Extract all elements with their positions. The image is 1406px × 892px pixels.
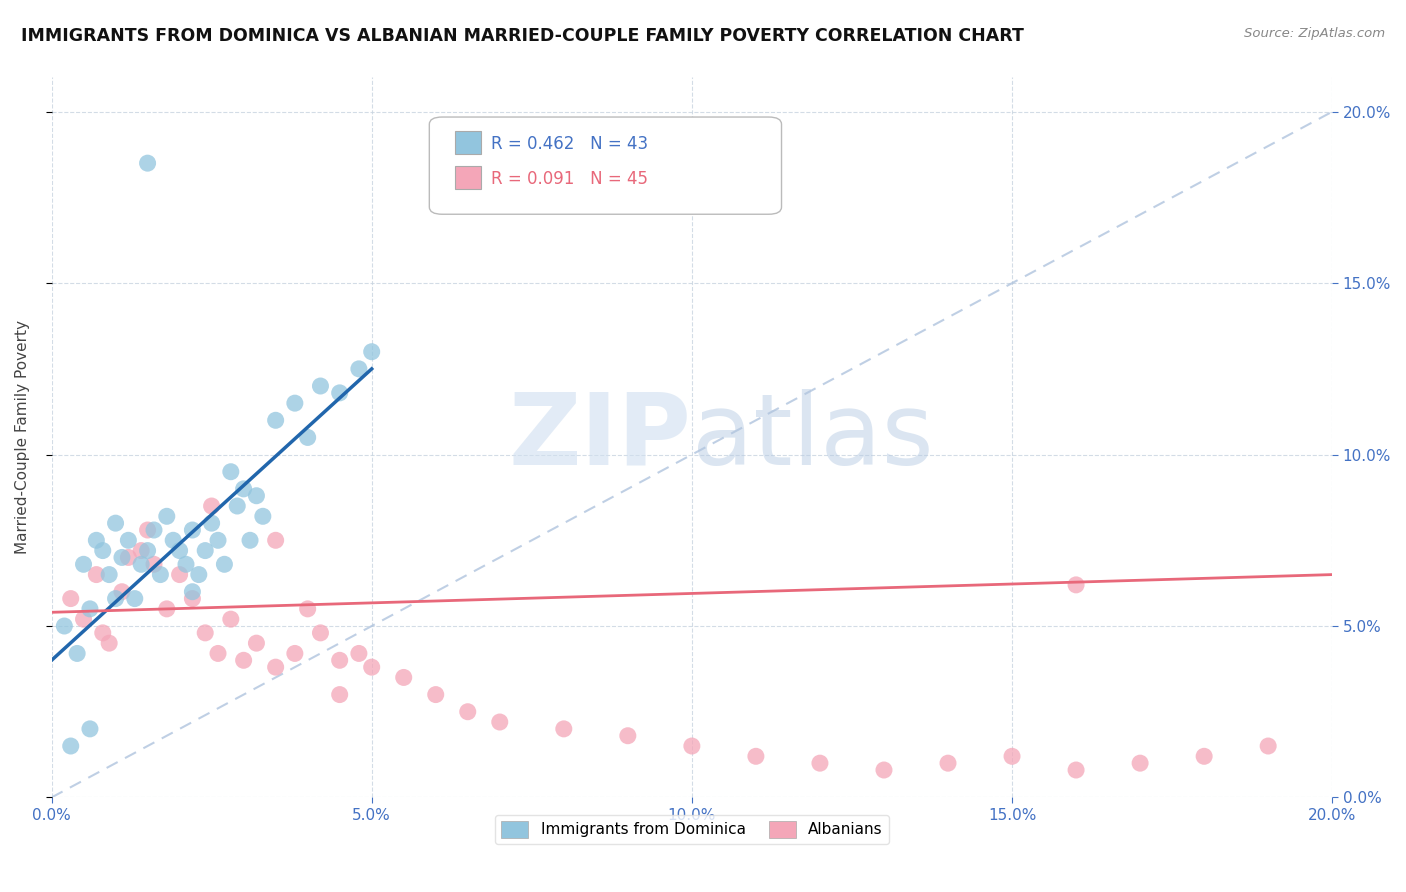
Point (98, 636, 121, 650)
Point (136, 543, 159, 558)
Point (239, 533, 262, 548)
Point (284, 647, 307, 661)
Point (72, 612, 94, 626)
Point (59, 739, 82, 753)
Bar (456, 166, 481, 189)
Point (111, 584, 134, 599)
Point (104, 516, 127, 530)
Point (91, 543, 114, 558)
Point (136, 156, 159, 170)
Point (181, 591, 204, 606)
Point (232, 482, 254, 496)
Point (1064, 578, 1087, 592)
Point (245, 636, 267, 650)
Point (117, 533, 139, 548)
Point (91, 625, 114, 640)
Point (66, 647, 89, 661)
Point (284, 396, 307, 410)
Point (347, 647, 370, 661)
Point (1064, 763, 1087, 777)
Point (392, 670, 415, 684)
Point (329, 653, 352, 667)
Point (207, 647, 229, 661)
Point (201, 499, 224, 513)
Text: R = 0.462   N = 43: R = 0.462 N = 43 (491, 136, 648, 153)
Y-axis label: Married-Couple Family Poverty: Married-Couple Family Poverty (15, 320, 30, 555)
Point (1129, 756, 1152, 771)
Point (79, 602, 101, 616)
Point (207, 533, 229, 548)
Point (143, 558, 166, 572)
Point (219, 465, 242, 479)
Point (936, 756, 959, 771)
Point (187, 567, 209, 582)
Point (457, 705, 479, 719)
Text: IMMIGRANTS FROM DOMINICA VS ALBANIAN MARRIED-COUPLE FAMILY POVERTY CORRELATION C: IMMIGRANTS FROM DOMINICA VS ALBANIAN MAR… (21, 27, 1024, 45)
Point (201, 516, 224, 530)
Legend: Immigrants from Dominica, Albanians: Immigrants from Dominica, Albanians (495, 815, 889, 844)
Point (59, 591, 82, 606)
Point (124, 591, 146, 606)
Point (86, 567, 108, 582)
Point (553, 722, 575, 736)
Bar (456, 131, 481, 154)
Point (297, 602, 319, 616)
Point (117, 550, 139, 565)
Point (617, 729, 640, 743)
Point (1257, 739, 1279, 753)
Text: Source: ZipAtlas.com: Source: ZipAtlas.com (1244, 27, 1385, 40)
Point (162, 533, 184, 548)
Point (329, 385, 352, 400)
Point (226, 499, 249, 513)
Point (214, 558, 236, 572)
Point (169, 543, 191, 558)
Point (329, 688, 352, 702)
Text: ZIP: ZIP (509, 389, 692, 486)
Point (309, 625, 332, 640)
Point (360, 660, 382, 674)
Point (219, 612, 242, 626)
Point (488, 714, 510, 729)
Point (104, 591, 127, 606)
Point (111, 550, 134, 565)
Point (149, 567, 172, 582)
Point (252, 509, 274, 524)
Point (129, 558, 152, 572)
Point (143, 523, 166, 537)
Point (297, 430, 319, 444)
Point (1192, 749, 1215, 764)
Point (425, 688, 447, 702)
Point (245, 489, 267, 503)
Point (808, 756, 831, 771)
Point (169, 567, 191, 582)
Point (72, 558, 94, 572)
Point (181, 523, 204, 537)
Point (360, 344, 382, 359)
Point (156, 602, 179, 616)
Point (174, 558, 197, 572)
Point (194, 625, 217, 640)
Point (873, 763, 896, 777)
Point (232, 653, 254, 667)
FancyBboxPatch shape (429, 117, 782, 214)
Point (745, 749, 768, 764)
Text: R = 0.091   N = 45: R = 0.091 N = 45 (491, 170, 648, 188)
Point (86, 533, 108, 548)
Text: atlas: atlas (692, 389, 934, 486)
Point (156, 509, 179, 524)
Point (1001, 749, 1024, 764)
Point (347, 362, 370, 376)
Point (309, 379, 332, 393)
Point (79, 722, 101, 736)
Point (264, 533, 287, 548)
Point (129, 543, 152, 558)
Point (264, 660, 287, 674)
Point (264, 413, 287, 427)
Point (681, 739, 703, 753)
Point (98, 567, 121, 582)
Point (194, 543, 217, 558)
Point (53, 619, 76, 633)
Point (181, 584, 204, 599)
Point (136, 523, 159, 537)
